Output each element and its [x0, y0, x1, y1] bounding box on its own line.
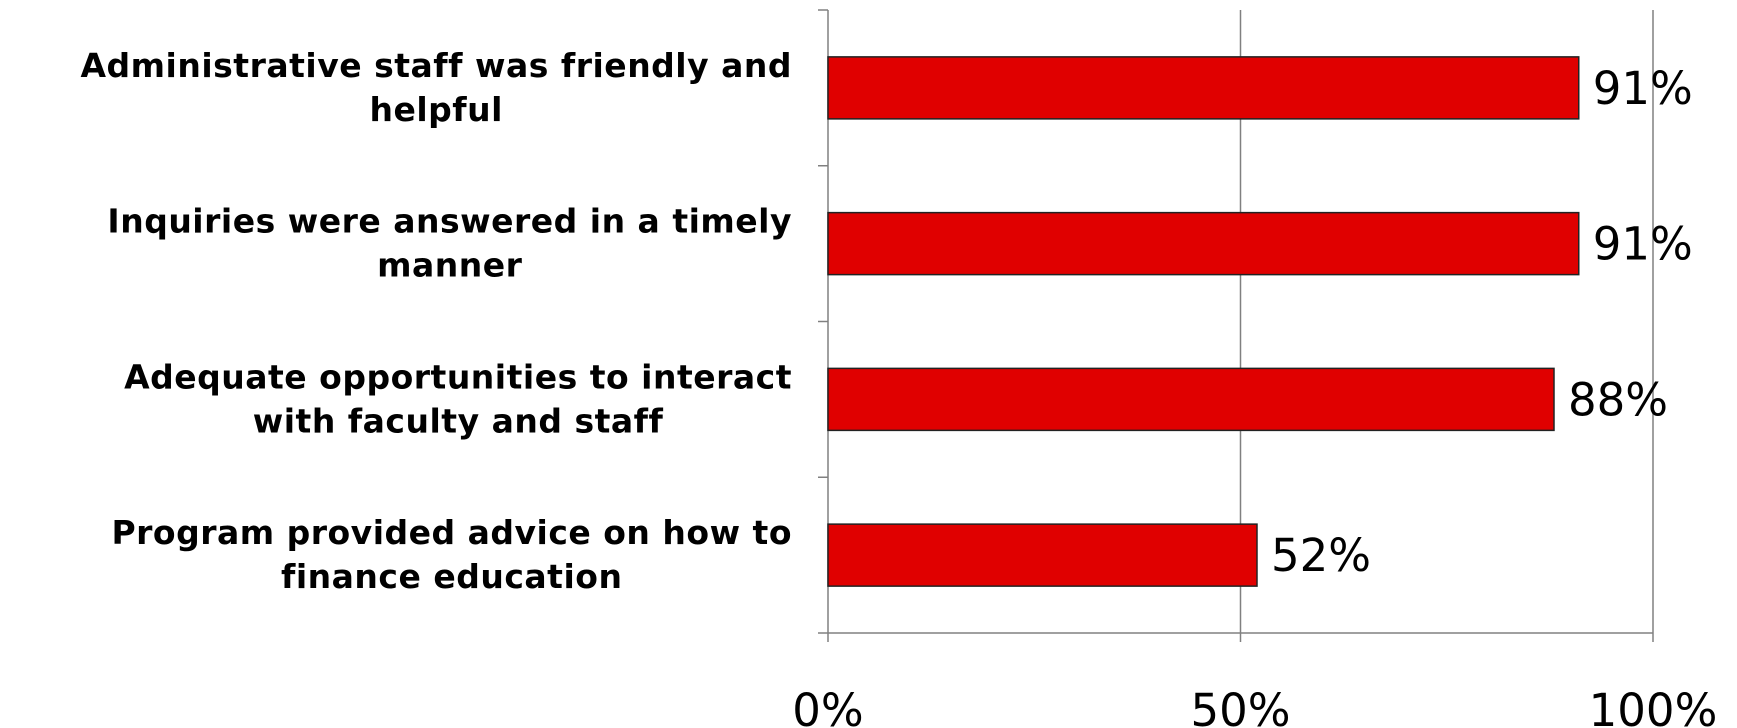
category-label-line: Program provided advice on how to [111, 513, 792, 552]
bar [827, 211, 1580, 276]
value-label: 91% [1593, 62, 1693, 115]
category-label-line: Adequate opportunities to interact [124, 357, 792, 396]
category-label-line: helpful [370, 90, 503, 129]
x-tick-label: 50% [1190, 684, 1290, 728]
value-label: 88% [1568, 373, 1668, 426]
value-label: 52% [1271, 529, 1371, 582]
bar [827, 367, 1555, 432]
category-label-line: finance education [281, 557, 622, 596]
label-layer: 0% 50% 100% 91% Administrative staff was fri… [81, 46, 1718, 728]
x-tick-label: 100% [1589, 684, 1718, 728]
bar [827, 56, 1580, 120]
value-label: 91% [1593, 218, 1693, 271]
category-label: Adequate opportunities to interact with f… [124, 357, 792, 440]
category-label-line: Administrative staff was friendly and [81, 46, 793, 85]
bar [827, 523, 1258, 587]
category-label-line: with faculty and staff [253, 401, 664, 440]
category-label-line: Inquiries were answered in a timely [107, 202, 792, 241]
category-label: Program provided advice on how to finance… [111, 513, 792, 596]
category-label-line: manner [377, 246, 523, 285]
category-label: Administrative staff was friendly and hel… [81, 46, 793, 129]
x-tick-label: 0% [792, 684, 863, 728]
category-label: Inquiries were answered in a timely manne… [107, 202, 792, 285]
bar-layer [827, 56, 1580, 587]
